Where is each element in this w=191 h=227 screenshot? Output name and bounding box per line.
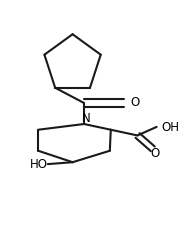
Text: OH: OH: [161, 121, 179, 134]
Text: O: O: [130, 96, 139, 109]
Text: HO: HO: [30, 158, 48, 171]
Text: O: O: [150, 147, 159, 160]
Text: N: N: [82, 112, 91, 125]
